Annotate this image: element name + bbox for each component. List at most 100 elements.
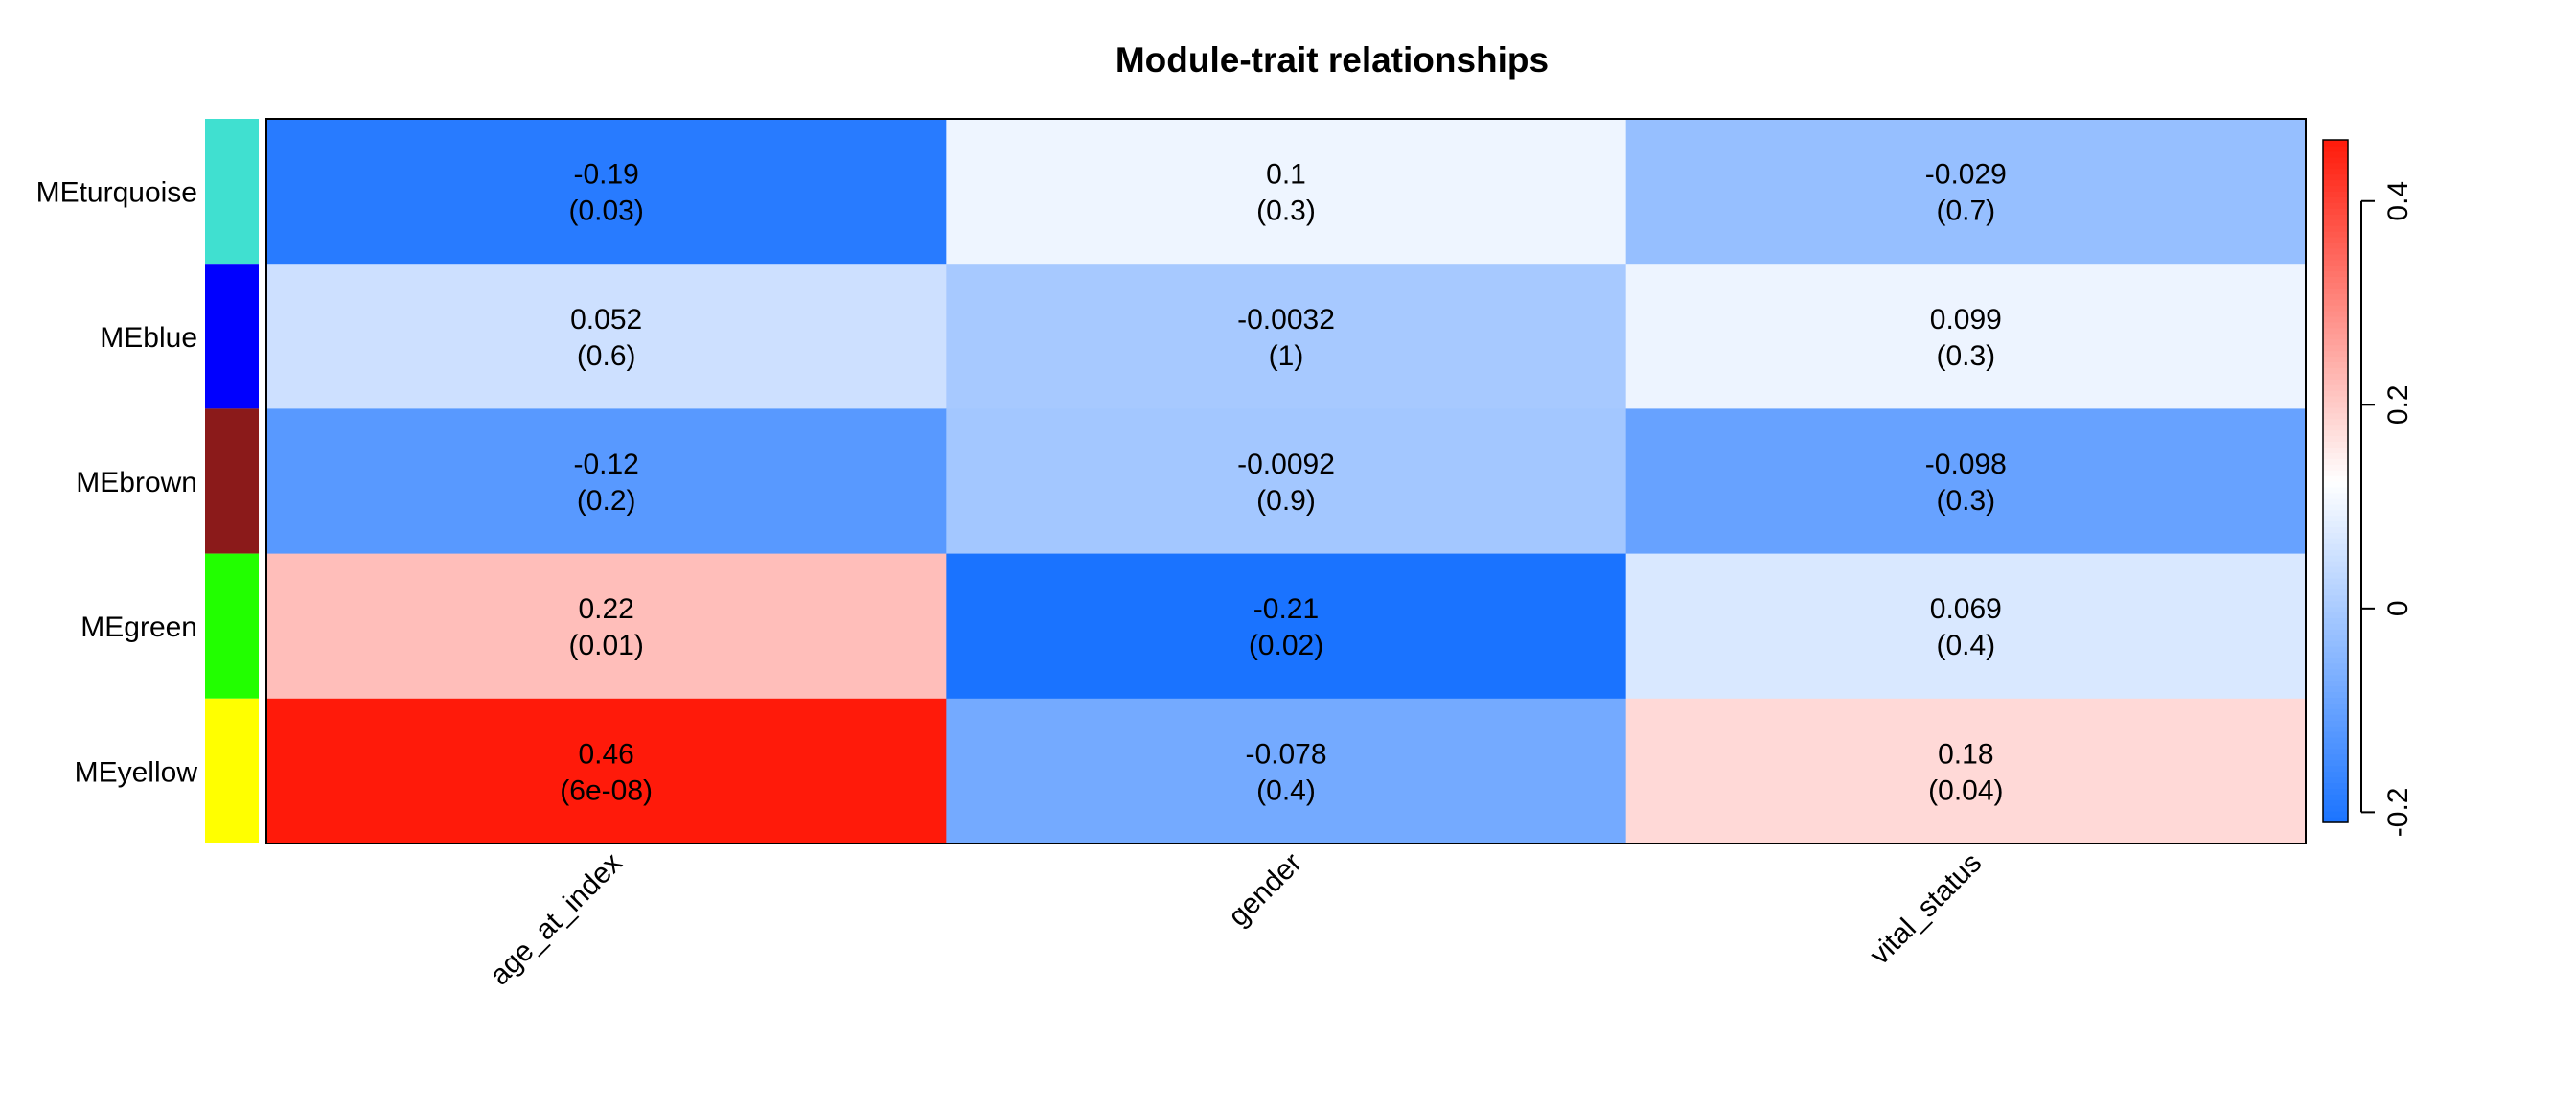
colorbar-segment (2323, 817, 2348, 823)
cell-pvalue-label: (0.01) (568, 630, 643, 661)
colorbar-segment (2323, 356, 2348, 362)
heatmap-cell (1625, 264, 2307, 409)
heatmap-cell (266, 408, 947, 555)
colorbar-segment (2323, 685, 2348, 693)
heatmap-cells (266, 119, 2307, 844)
colorbar-segment (2323, 720, 2348, 727)
colorbar-segment (2323, 765, 2348, 773)
colorbar-segment (2323, 799, 2348, 806)
heatmap-cell (946, 119, 1627, 265)
colorbar-segment (2323, 691, 2348, 699)
colorbar-segment (2323, 652, 2348, 658)
column-label: vital_status (1864, 847, 1988, 971)
plot-border (265, 118, 2307, 844)
colorbar-segment (2323, 156, 2348, 164)
colorbar-segment (2323, 168, 2348, 175)
colorbar-segment (2323, 321, 2348, 329)
colorbar-segment (2323, 674, 2348, 682)
cell-value-label: -0.078 (1245, 738, 1326, 770)
colorbar-segment (2323, 350, 2348, 358)
colorbar-segment (2323, 418, 2348, 426)
colorbar-segment (2323, 219, 2348, 226)
colorbar-tick-label: 0.4 (2382, 181, 2414, 221)
colorbar-segment (2323, 288, 2348, 294)
colorbar-segment (2323, 293, 2348, 300)
cell-pvalue-label: (0.04) (1928, 774, 2003, 806)
colorbar-segment (2323, 520, 2348, 528)
cell-value-label: 0.099 (1930, 304, 2002, 335)
colorbar-segment (2323, 571, 2348, 579)
colorbar-segment (2323, 401, 2348, 408)
heatmap-cell (1625, 119, 2307, 265)
colorbar-segment (2323, 202, 2348, 209)
colorbar-segment (2323, 315, 2348, 323)
colorbar-segment (2323, 475, 2348, 482)
cell-pvalue-label: (0.9) (1256, 485, 1316, 517)
colorbar-segment (2323, 753, 2348, 761)
heatmap-cell (266, 553, 947, 700)
colorbar-segment (2323, 259, 2348, 266)
colorbar-segment (2323, 543, 2348, 550)
colorbar-segment (2323, 497, 2348, 505)
colorbar-segment (2323, 549, 2348, 556)
colorbar-segment (2323, 162, 2348, 170)
cell-pvalue-label: (6e-08) (560, 774, 653, 806)
cell-value-label: -0.098 (1925, 449, 2007, 480)
colorbar-segment (2323, 247, 2348, 255)
colorbar-segment (2323, 333, 2348, 340)
cell-pvalue-label: (0.3) (1256, 196, 1316, 227)
colorbar-segment (2323, 373, 2348, 380)
colorbar-segment (2323, 230, 2348, 238)
heatmap-cell (1625, 553, 2307, 700)
cell-pvalue-label: (0.4) (1936, 630, 1995, 661)
module-color-swatch (205, 264, 259, 409)
colorbar-segment (2323, 412, 2348, 420)
row-labels: MEturquoise MEblue MEbrown MEgreen MEyellow (36, 177, 198, 789)
colorbar-segment (2323, 173, 2348, 181)
cell-value-label: -0.0032 (1237, 304, 1335, 335)
colorbar-segment (2323, 464, 2348, 471)
column-labels: age_at_index gender vital_status (484, 847, 1988, 992)
cell-pvalue-label: (0.3) (1936, 485, 1995, 517)
colorbar-segment (2323, 503, 2348, 511)
row-label: MEbrown (76, 467, 197, 498)
colorbar-segment (2323, 406, 2348, 414)
colorbar-segment (2323, 782, 2348, 789)
colorbar-border (2322, 139, 2349, 823)
colorbar-segment (2323, 344, 2348, 352)
cell-value-label: 0.46 (578, 738, 633, 770)
colorbar-segment (2323, 532, 2348, 539)
cell-pvalue-label: (0.3) (1936, 340, 1995, 372)
colorbar-tick-label: 0.2 (2382, 384, 2414, 425)
colorbar-segment (2323, 390, 2348, 397)
colorbar-segment (2323, 481, 2348, 488)
colorbar-segment (2323, 759, 2348, 767)
heatmap-cell (946, 408, 1627, 555)
colorbar-segment (2323, 714, 2348, 721)
colorbar-segment (2323, 646, 2348, 653)
cell-value-label: 0.052 (570, 304, 642, 335)
colorbar-segment (2323, 526, 2348, 533)
module-color-bar (205, 119, 259, 843)
colorbar-segment (2323, 771, 2348, 778)
colorbar-segment (2323, 242, 2348, 249)
colorbar-segment (2323, 606, 2348, 613)
colorbar-segment (2323, 629, 2348, 635)
colorbar-segment (2323, 708, 2348, 715)
colorbar-segment (2323, 594, 2348, 602)
colorbar-segment (2323, 617, 2348, 624)
colorbar-segment (2323, 742, 2348, 750)
colorbar-segment (2323, 703, 2348, 709)
colorbar-segment (2323, 811, 2348, 818)
cell-pvalue-label: (0.6) (577, 340, 636, 372)
colorbar-segment (2323, 486, 2348, 494)
colorbar-segment (2323, 640, 2348, 647)
cell-pvalue-label: (0.4) (1256, 774, 1316, 806)
colorbar-segment (2323, 282, 2348, 289)
colorbar-segment (2323, 191, 2348, 197)
colorbar-segment (2323, 492, 2348, 499)
colorbar-segment (2323, 583, 2348, 590)
colorbar-segment (2323, 253, 2348, 261)
cell-value-label: 0.18 (1938, 738, 1993, 770)
